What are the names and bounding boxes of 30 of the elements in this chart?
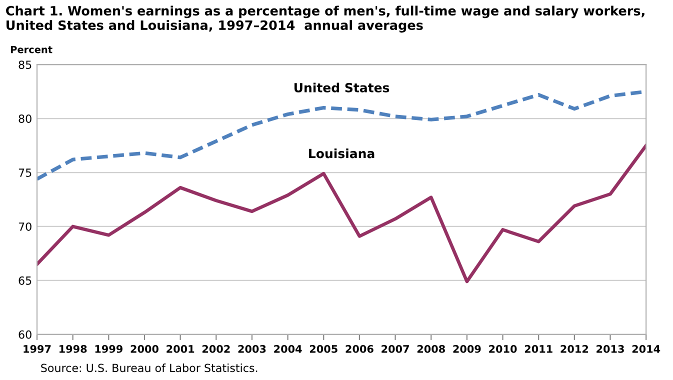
y-tick-label: 85: [18, 60, 32, 69]
x-tick-label: 2001: [166, 345, 194, 353]
x-tick-label: 2003: [238, 345, 266, 353]
x-tick-label: 2014: [632, 345, 660, 353]
x-tick-label: 1998: [60, 345, 87, 353]
x-tick-label: 2006: [346, 345, 374, 353]
x-tick-label: 1997: [24, 345, 51, 353]
x-tick-label: 2002: [202, 345, 230, 353]
x-tick-label: 2000: [130, 345, 158, 353]
x-tick-label: 2010: [489, 345, 517, 353]
y-tick-label: 60: [18, 330, 32, 339]
x-tick-label: 2008: [417, 345, 445, 353]
x-tick-label: 1999: [95, 345, 122, 353]
x-tick-label: 2009: [453, 345, 481, 353]
x-tick-label: 2012: [560, 345, 588, 353]
series-label: United States: [294, 82, 390, 92]
x-tick-label: 2004: [274, 345, 302, 353]
line-series: [37, 144, 646, 284]
x-tick-label: 2011: [524, 345, 552, 353]
chart-title: Chart 1. Women's earnings as a percentage of men's, full-time wage and salary workers, United States and Louisiana, 1997–2014 annual averages: [6, 6, 644, 33]
y-tick-label: 65: [18, 276, 32, 285]
x-tick-label: 2013: [596, 345, 624, 353]
y-tick-label: 80: [18, 114, 32, 123]
x-tick-label: 2005: [310, 345, 338, 353]
series-label: Louisiana: [309, 148, 374, 158]
source-note: Source: U.S. Bureau of Labor Statistics.: [41, 364, 258, 372]
y-tick-label: 75: [18, 168, 32, 177]
y-tick-label: 70: [18, 222, 32, 231]
x-tick-label: 2007: [382, 345, 409, 353]
y-axis-title: Percent: [10, 46, 52, 54]
